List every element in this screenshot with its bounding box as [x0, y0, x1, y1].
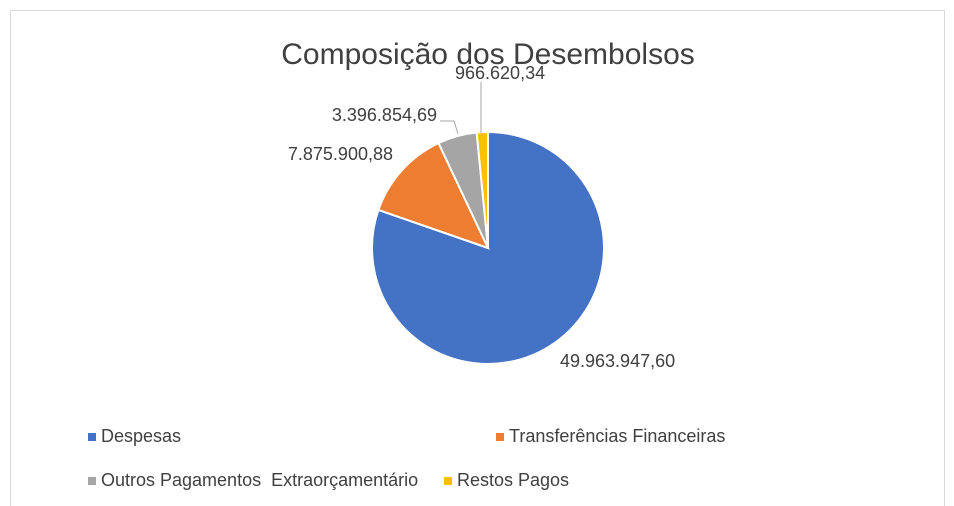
data-label: 7.875.900,88 — [288, 144, 393, 164]
data-label: 49.963.947,60 — [560, 351, 675, 371]
legend-label: Transferências Financeiras — [509, 426, 725, 446]
legend-label: Despesas — [101, 426, 181, 446]
legend-marker — [88, 477, 96, 485]
legend-marker — [444, 477, 452, 485]
leader-line — [440, 120, 459, 135]
data-label: 3.396.854,69 — [332, 105, 437, 125]
legend-marker — [496, 433, 504, 441]
legend-marker — [88, 433, 96, 441]
legend-label: Outros Pagamentos Extraorçamentário — [101, 470, 418, 490]
pie-slice — [377, 141, 490, 250]
legend-label: Restos Pagos — [457, 470, 569, 490]
data-label: 966.620,34 — [455, 63, 545, 83]
pie-slice — [475, 130, 489, 249]
chart-title: Composição dos Desembolsos — [281, 38, 695, 71]
